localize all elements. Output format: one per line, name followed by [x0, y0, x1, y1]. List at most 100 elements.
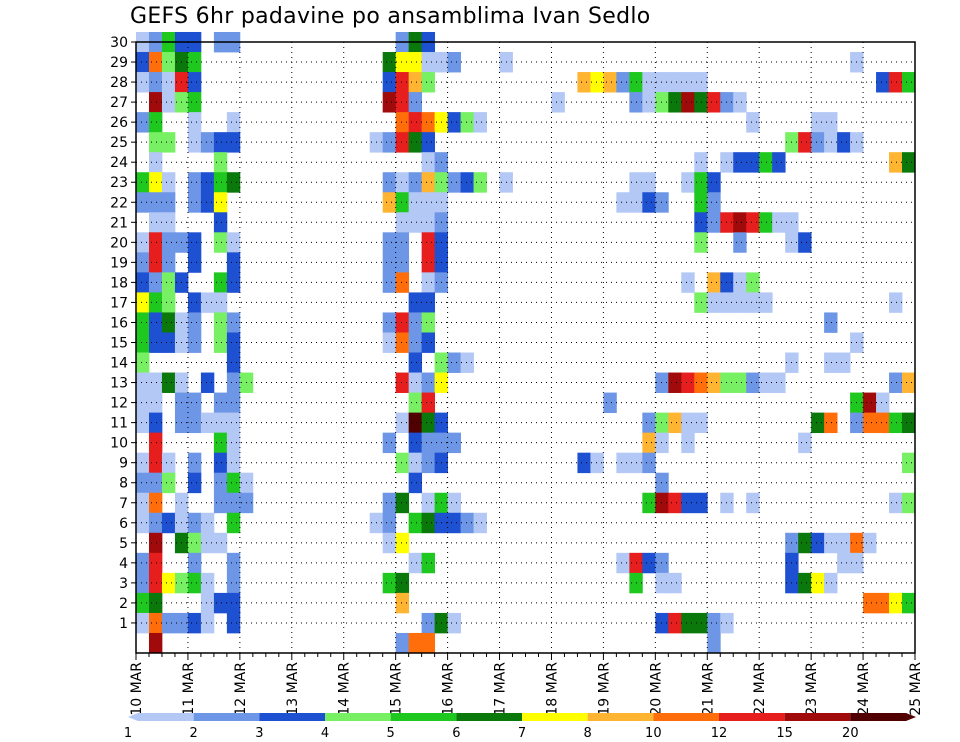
heatmap-cell: [863, 392, 877, 414]
heatmap-cell: [642, 72, 656, 93]
x-tick-label: 23 MAR: [804, 662, 820, 716]
heatmap-cell: [421, 552, 436, 574]
y-tick-label: 4: [119, 556, 128, 572]
legend-label: 1: [124, 726, 132, 741]
heatmap-cell: [136, 552, 150, 574]
heatmap-cell: [590, 452, 604, 474]
heatmap-cell: [395, 272, 410, 293]
heatmap-cell: [213, 192, 228, 213]
heatmap-cell: [421, 452, 436, 474]
heatmap-cell: [226, 232, 241, 253]
heatmap-cell: [187, 332, 202, 353]
x-tick-label: 11 MAR: [181, 662, 197, 716]
legend-label: 10: [645, 726, 662, 741]
heatmap-cell: [889, 372, 903, 393]
heatmap-cell: [226, 452, 241, 474]
heatmap-cell: [395, 372, 410, 393]
heatmap-cell: [148, 492, 163, 514]
x-tick-label: 13 MAR: [285, 662, 301, 716]
heatmap-cell: [382, 492, 397, 514]
x-tick-label: 22 MAR: [752, 662, 768, 716]
heatmap-cell: [902, 452, 916, 474]
heatmap-cell: [395, 192, 410, 213]
heatmap-cell: [681, 432, 695, 454]
heatmap-cell: [707, 212, 721, 233]
heatmap-cell: [395, 412, 410, 434]
heatmap-cell: [213, 312, 228, 333]
heatmap-cell: [226, 312, 241, 333]
heatmap-cell: [694, 412, 708, 434]
heatmap-cell: [447, 492, 461, 514]
heatmap-cell: [395, 212, 410, 233]
legend-label: 5: [387, 726, 395, 741]
heatmap-cell: [681, 492, 695, 514]
heatmap-cell: [161, 252, 176, 273]
heatmap-cell: [577, 452, 591, 474]
heatmap-cell: [668, 412, 682, 434]
heatmap-cell: [655, 412, 669, 434]
heatmap-cell: [213, 172, 228, 193]
heatmap-cell: [226, 572, 241, 594]
heatmap-cell: [421, 172, 436, 193]
heatmap-cell: [382, 272, 397, 293]
heatmap-cell: [200, 172, 215, 193]
heatmap-cell: [136, 312, 150, 333]
heatmap-cell: [863, 592, 877, 614]
heatmap-cell: [694, 152, 708, 173]
legend-label: 15: [776, 726, 793, 741]
heatmap-cell: [148, 432, 163, 454]
heatmap-cell: [447, 432, 461, 454]
heatmap-cell: [213, 292, 228, 313]
heatmap-cell: [148, 172, 163, 193]
heatmap-cell: [746, 112, 760, 133]
heatmap-cell: [187, 452, 202, 474]
y-tick-label: 2: [119, 596, 128, 612]
heatmap-cell: [707, 292, 721, 313]
heatmap-cell: [136, 452, 150, 474]
heatmap-cell: [226, 132, 241, 153]
heatmap-cell: [136, 352, 150, 373]
heatmap-cell: [395, 632, 410, 654]
heatmap-cell: [733, 92, 747, 113]
heatmap-cell: [136, 472, 150, 494]
heatmap-cell: [161, 372, 176, 393]
heatmap-cell: [136, 372, 150, 393]
heatmap-cell: [136, 592, 150, 614]
heatmap-cell: [213, 332, 228, 353]
heatmap-cell: [876, 412, 890, 434]
heatmap-cell: [200, 132, 215, 153]
heatmap-cell: [161, 212, 176, 233]
heatmap-cell: [824, 132, 838, 153]
heatmap-cell: [447, 172, 461, 193]
heatmap-cell: [161, 192, 176, 213]
heatmap-cell: [161, 332, 176, 353]
heatmap-cell: [395, 92, 410, 113]
heatmap-cell: [200, 592, 215, 614]
heatmap-cell: [889, 412, 903, 434]
heatmap-cell: [681, 372, 695, 393]
heatmap-cell: [421, 272, 436, 293]
heatmap-cell: [421, 252, 436, 273]
heatmap-cell: [187, 312, 202, 333]
heatmap-cell: [746, 152, 760, 173]
heatmap-cell: [213, 392, 228, 414]
x-tick-label: 24 MAR: [856, 662, 872, 716]
y-tick-label: 9: [119, 456, 128, 472]
y-tick-label: 13: [110, 376, 128, 392]
heatmap-cell: [408, 632, 423, 654]
y-tick-label: 16: [110, 315, 128, 331]
legend-swatch: [128, 713, 194, 721]
heatmap-cell: [759, 372, 773, 393]
legend-label: 7: [518, 726, 526, 741]
legend-swatch: [719, 713, 785, 721]
heatmap-cell: [382, 132, 397, 153]
heatmap-cell: [603, 392, 617, 414]
heatmap-cell: [460, 112, 474, 133]
heatmap-cell: [421, 232, 436, 253]
heatmap-cell: [642, 192, 656, 213]
heatmap-cell: [136, 252, 150, 273]
heatmap-cell: [694, 492, 708, 514]
heatmap-cell: [187, 552, 202, 574]
heatmap-cell: [395, 132, 410, 153]
heatmap-cell: [200, 532, 215, 554]
